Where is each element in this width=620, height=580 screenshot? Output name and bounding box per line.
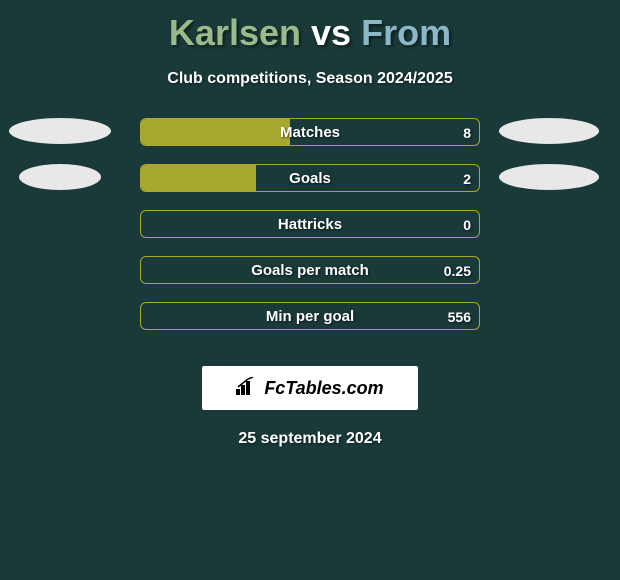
stat-bar: Hattricks0 xyxy=(140,210,480,238)
vs-text: vs xyxy=(311,12,351,53)
stat-row: Min per goal556 xyxy=(0,302,620,348)
logo-text: FcTables.com xyxy=(264,378,383,399)
date-text: 25 september 2024 xyxy=(0,430,620,448)
chart-icon xyxy=(236,377,258,400)
stat-value: 0 xyxy=(463,211,471,238)
stat-label: Min per goal xyxy=(141,303,479,330)
stats-container: Matches8Goals2Hattricks0Goals per match0… xyxy=(0,118,620,348)
stat-label: Goals xyxy=(141,165,479,192)
player2-name: From xyxy=(361,12,451,53)
right-ellipse xyxy=(499,164,599,190)
stat-row: Goals per match0.25 xyxy=(0,256,620,302)
stat-row: Goals2 xyxy=(0,164,620,210)
left-ellipse xyxy=(9,118,111,144)
right-ellipse xyxy=(499,118,599,144)
stat-bar: Min per goal556 xyxy=(140,302,480,330)
stat-bar: Goals2 xyxy=(140,164,480,192)
player1-name: Karlsen xyxy=(169,12,301,53)
subtitle: Club competitions, Season 2024/2025 xyxy=(0,70,620,88)
stat-value: 2 xyxy=(463,165,471,192)
comparison-title: Karlsen vs From xyxy=(0,0,620,54)
stat-row: Hattricks0 xyxy=(0,210,620,256)
stat-value: 556 xyxy=(448,303,471,330)
stat-bar: Goals per match0.25 xyxy=(140,256,480,284)
stat-label: Matches xyxy=(141,119,479,146)
left-ellipse xyxy=(19,164,101,190)
stat-label: Goals per match xyxy=(141,257,479,284)
stat-row: Matches8 xyxy=(0,118,620,164)
logo-box[interactable]: FcTables.com xyxy=(202,366,418,410)
stat-label: Hattricks xyxy=(141,211,479,238)
stat-bar: Matches8 xyxy=(140,118,480,146)
stat-value: 0.25 xyxy=(444,257,471,284)
stat-value: 8 xyxy=(463,119,471,146)
